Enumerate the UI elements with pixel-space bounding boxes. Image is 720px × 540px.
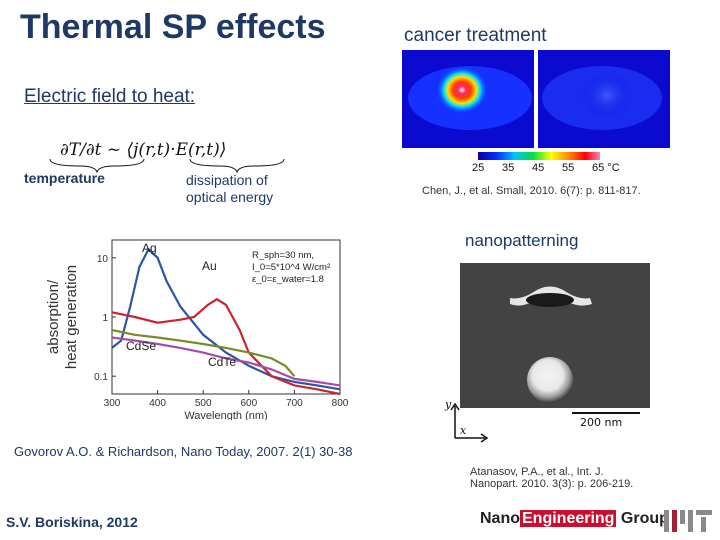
thermal-images	[402, 50, 670, 148]
scale-tick: 45	[532, 162, 545, 174]
chart-param: R_sph=30 nm,	[252, 250, 314, 261]
logo-part-group: Group	[616, 510, 669, 527]
logo-part-engineering: Engineering	[520, 510, 617, 527]
series-line-ag	[111, 247, 341, 391]
label-dissipation: dissipation of optical energy	[186, 172, 273, 206]
sem-axis-x: x	[460, 424, 467, 437]
series-line-cdse	[111, 329, 296, 377]
scale-tick: 55	[562, 162, 575, 174]
chart-param: I_0=5*10^4 W/cm²	[252, 262, 330, 273]
x-tick-label: 500	[195, 398, 212, 409]
citation-chen: Chen, J., et al. Small, 2010. 6(7): p. 8…	[422, 185, 641, 197]
x-tick-label: 700	[286, 398, 303, 409]
series-label-au: Au	[202, 259, 217, 273]
sem-axis-y: y	[444, 398, 452, 411]
label-temperature: temperature	[24, 170, 105, 186]
x-tick-label: 300	[104, 398, 121, 409]
x-tick-label: 600	[240, 398, 257, 409]
citation-atanasov-line1: Atanasov, P.A., et al., Int. J.	[470, 466, 604, 478]
scale-ticks: 25 35 45 55 65 °C	[472, 162, 632, 176]
y-tick-label: 10	[97, 254, 109, 265]
series-label-cdse: CdSe	[126, 339, 156, 353]
label-dissipation-line2: optical energy	[186, 189, 274, 205]
x-tick-label: 800	[332, 398, 349, 409]
x-tick-label: 400	[149, 398, 166, 409]
formula-braces	[49, 158, 285, 173]
y-tick-label: 1	[102, 313, 108, 324]
sem-scale-label: 200 nm	[580, 416, 622, 429]
citation-atanasov: Atanasov, P.A., et al., Int. J. Nanopart…	[470, 466, 633, 490]
slide-title: Thermal SP effects	[20, 8, 326, 46]
y-axis-label-line1: absorption/	[45, 279, 62, 354]
scale-tick: 25	[472, 162, 485, 174]
label-dissipation-line1: dissipation of	[186, 172, 268, 188]
y-axis-label-line2: heat generation	[63, 265, 80, 369]
sem-image: 200 nm y x	[444, 263, 650, 443]
nanoengineering-group-logo: Nano Engineering Group	[480, 510, 669, 528]
nanopatterning-title: nanopatterning	[465, 231, 579, 250]
series-label-ag: Ag	[142, 241, 157, 255]
mit-logo-icon	[664, 510, 712, 532]
logo-part-nano: Nano	[480, 510, 520, 527]
scale-tick: 35	[502, 162, 515, 174]
x-axis-label: Wavelength (nm)	[184, 410, 267, 420]
section-subtitle: Electric field to heat:	[24, 86, 196, 107]
citation-atanasov-line2: Nanopart. 2010. 3(3): p. 206-219.	[470, 478, 634, 490]
absorption-chart: 300 400 500 600 700 800 10 1 0.1 Wavelength (nm) a…	[45, 239, 349, 420]
author-footer: S.V. Boriskina, 2012	[6, 514, 138, 530]
series-line-cdte	[111, 336, 341, 387]
citation-govorov: Govorov A.O. & Richardson, Nano Today, 2…	[14, 444, 353, 459]
scale-tick: 65 °C	[592, 162, 620, 174]
series-line-au	[111, 297, 341, 396]
chart-param: ε_0=ε_water=1.8	[252, 274, 324, 285]
heat-formula: ∂T/∂t ~ ⟨j(r,t)·E(r,t)⟩	[60, 140, 227, 160]
temperature-scale	[478, 152, 600, 160]
cancer-title: cancer treatment	[404, 25, 547, 46]
series-label-cdte: CdTe	[208, 355, 236, 369]
y-tick-label: 0.1	[94, 372, 108, 383]
